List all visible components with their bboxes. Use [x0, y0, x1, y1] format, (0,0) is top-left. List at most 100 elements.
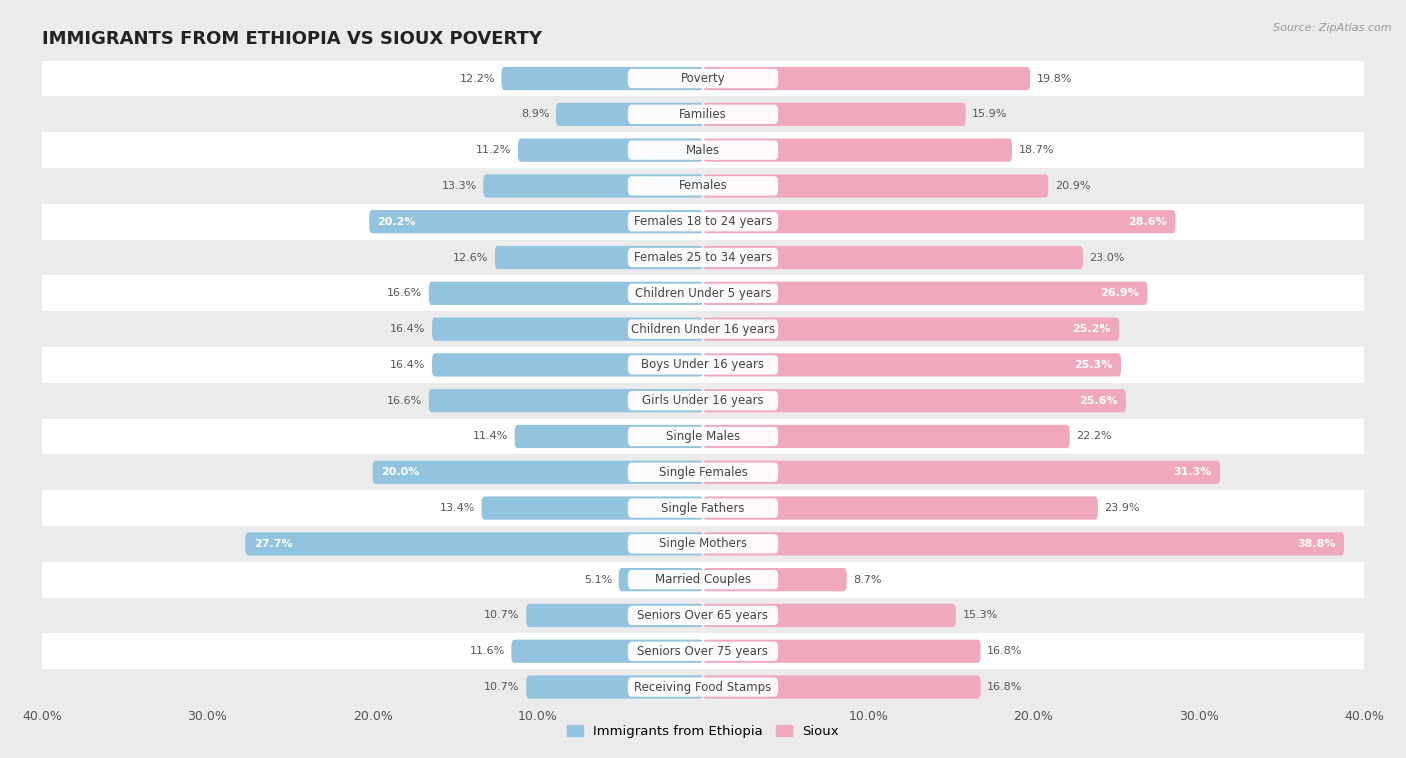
- Text: Single Males: Single Males: [666, 430, 740, 443]
- Text: 25.2%: 25.2%: [1073, 324, 1111, 334]
- Text: 11.2%: 11.2%: [477, 145, 512, 155]
- FancyBboxPatch shape: [628, 177, 778, 196]
- Text: 25.3%: 25.3%: [1074, 360, 1112, 370]
- Text: 11.4%: 11.4%: [472, 431, 508, 441]
- Text: 16.8%: 16.8%: [987, 647, 1022, 656]
- Text: Single Fathers: Single Fathers: [661, 502, 745, 515]
- Bar: [42, 240, 1364, 275]
- Text: 38.8%: 38.8%: [1298, 539, 1336, 549]
- Bar: [42, 96, 1364, 132]
- Text: 15.3%: 15.3%: [962, 610, 998, 621]
- FancyBboxPatch shape: [432, 318, 703, 341]
- FancyBboxPatch shape: [628, 212, 778, 231]
- Text: 8.7%: 8.7%: [853, 575, 882, 584]
- FancyBboxPatch shape: [703, 568, 846, 591]
- Text: 18.7%: 18.7%: [1018, 145, 1054, 155]
- FancyBboxPatch shape: [703, 675, 980, 699]
- Bar: [42, 347, 1364, 383]
- FancyBboxPatch shape: [373, 461, 703, 484]
- FancyBboxPatch shape: [370, 210, 703, 233]
- Text: 16.4%: 16.4%: [389, 360, 426, 370]
- Bar: [42, 312, 1364, 347]
- Text: Single Females: Single Females: [658, 465, 748, 479]
- Text: 10.7%: 10.7%: [484, 682, 520, 692]
- FancyBboxPatch shape: [628, 534, 778, 553]
- FancyBboxPatch shape: [703, 353, 1121, 377]
- Text: Seniors Over 65 years: Seniors Over 65 years: [637, 609, 769, 622]
- FancyBboxPatch shape: [703, 67, 1031, 90]
- Bar: [42, 454, 1364, 490]
- Text: Source: ZipAtlas.com: Source: ZipAtlas.com: [1274, 23, 1392, 33]
- FancyBboxPatch shape: [432, 353, 703, 377]
- Bar: [42, 669, 1364, 705]
- FancyBboxPatch shape: [246, 532, 703, 556]
- Text: 27.7%: 27.7%: [253, 539, 292, 549]
- Bar: [42, 204, 1364, 240]
- Text: Receiving Food Stamps: Receiving Food Stamps: [634, 681, 772, 694]
- FancyBboxPatch shape: [703, 389, 1126, 412]
- FancyBboxPatch shape: [628, 499, 778, 518]
- Text: 11.6%: 11.6%: [470, 647, 505, 656]
- FancyBboxPatch shape: [628, 283, 778, 303]
- Text: Females 18 to 24 years: Females 18 to 24 years: [634, 215, 772, 228]
- Bar: [42, 383, 1364, 418]
- Bar: [42, 61, 1364, 96]
- Text: 23.9%: 23.9%: [1105, 503, 1140, 513]
- Bar: [42, 168, 1364, 204]
- FancyBboxPatch shape: [517, 139, 703, 161]
- FancyBboxPatch shape: [628, 678, 778, 697]
- FancyBboxPatch shape: [484, 174, 703, 198]
- Text: 28.6%: 28.6%: [1129, 217, 1167, 227]
- Text: 26.9%: 26.9%: [1101, 288, 1139, 299]
- FancyBboxPatch shape: [502, 67, 703, 90]
- Legend: Immigrants from Ethiopia, Sioux: Immigrants from Ethiopia, Sioux: [561, 720, 845, 744]
- Text: 25.6%: 25.6%: [1078, 396, 1118, 406]
- Text: 13.3%: 13.3%: [441, 181, 477, 191]
- FancyBboxPatch shape: [703, 532, 1344, 556]
- Text: 16.6%: 16.6%: [387, 396, 422, 406]
- FancyBboxPatch shape: [703, 139, 1012, 161]
- Text: Boys Under 16 years: Boys Under 16 years: [641, 359, 765, 371]
- Text: Poverty: Poverty: [681, 72, 725, 85]
- FancyBboxPatch shape: [628, 356, 778, 374]
- FancyBboxPatch shape: [619, 568, 703, 591]
- Text: Seniors Over 75 years: Seniors Over 75 years: [637, 645, 769, 658]
- Bar: [42, 562, 1364, 597]
- Bar: [42, 490, 1364, 526]
- Text: 16.6%: 16.6%: [387, 288, 422, 299]
- FancyBboxPatch shape: [628, 427, 778, 446]
- FancyBboxPatch shape: [526, 604, 703, 627]
- Text: Families: Families: [679, 108, 727, 121]
- Text: 5.1%: 5.1%: [583, 575, 612, 584]
- FancyBboxPatch shape: [628, 105, 778, 124]
- Text: Children Under 5 years: Children Under 5 years: [634, 287, 772, 300]
- Bar: [42, 597, 1364, 634]
- FancyBboxPatch shape: [703, 282, 1147, 305]
- Text: 13.4%: 13.4%: [440, 503, 475, 513]
- Text: Married Couples: Married Couples: [655, 573, 751, 586]
- FancyBboxPatch shape: [703, 246, 1083, 269]
- Text: 22.2%: 22.2%: [1077, 431, 1112, 441]
- FancyBboxPatch shape: [482, 496, 703, 520]
- FancyBboxPatch shape: [703, 102, 966, 126]
- FancyBboxPatch shape: [628, 391, 778, 410]
- Text: 19.8%: 19.8%: [1036, 74, 1073, 83]
- Text: Girls Under 16 years: Girls Under 16 years: [643, 394, 763, 407]
- Text: 8.9%: 8.9%: [520, 109, 550, 119]
- FancyBboxPatch shape: [628, 140, 778, 160]
- Bar: [42, 418, 1364, 454]
- Text: 20.2%: 20.2%: [378, 217, 416, 227]
- FancyBboxPatch shape: [628, 319, 778, 339]
- FancyBboxPatch shape: [429, 389, 703, 412]
- FancyBboxPatch shape: [515, 424, 703, 448]
- Bar: [42, 634, 1364, 669]
- Text: 12.6%: 12.6%: [453, 252, 488, 262]
- Text: Males: Males: [686, 143, 720, 157]
- FancyBboxPatch shape: [628, 570, 778, 589]
- Text: 10.7%: 10.7%: [484, 610, 520, 621]
- Text: Females: Females: [679, 180, 727, 193]
- FancyBboxPatch shape: [628, 606, 778, 625]
- FancyBboxPatch shape: [526, 675, 703, 699]
- Text: 12.2%: 12.2%: [460, 74, 495, 83]
- Text: Single Mothers: Single Mothers: [659, 537, 747, 550]
